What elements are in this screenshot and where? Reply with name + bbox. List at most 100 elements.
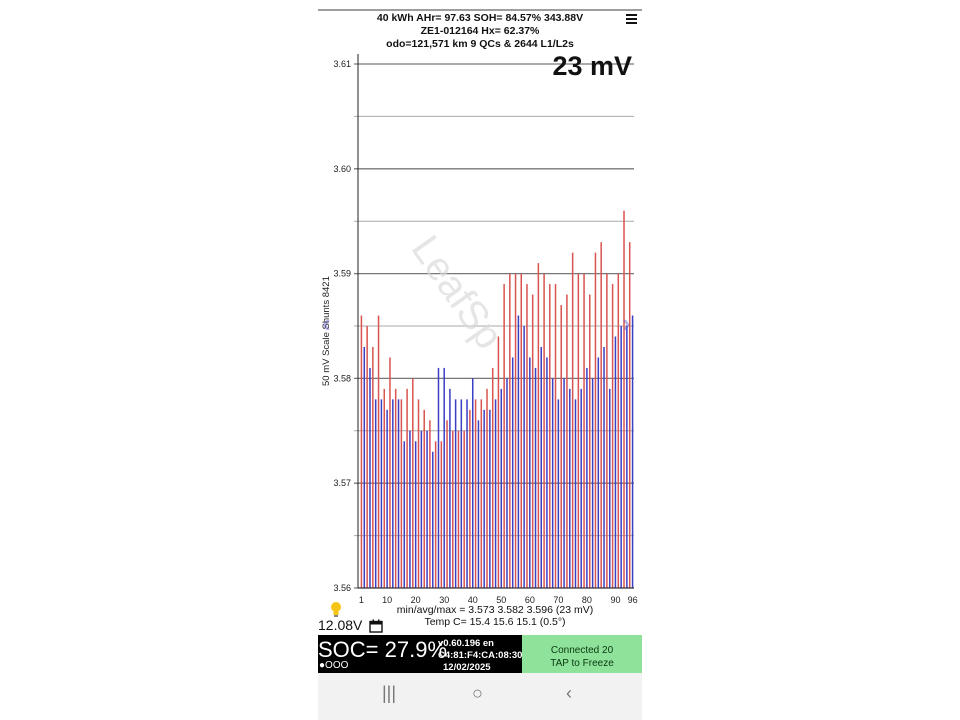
cell-bar-66: [546, 357, 548, 588]
cell-bar-87: [606, 273, 608, 588]
cell-bar-80: [586, 367, 588, 588]
cell-bar-58: [523, 326, 525, 588]
x-tick-label: 10: [382, 595, 392, 605]
cell-bar-54: [511, 357, 514, 588]
cell-bar-5: [372, 346, 374, 588]
cell-bar-3: [366, 326, 368, 588]
cell-bar-31: [446, 420, 448, 588]
cell-bar-7: [377, 315, 380, 588]
date-text: 12/02/2025: [443, 662, 491, 673]
x-tick-labels: 1 10 20 30 40 50 60 70 80 90 96: [359, 595, 638, 605]
x-tick-label: 30: [439, 595, 449, 605]
cell-bar-68: [551, 378, 554, 588]
cell-bar-42: [477, 420, 480, 588]
cell-bar-43: [480, 399, 483, 588]
cell-bar-89: [611, 284, 614, 588]
cell-bar-90: [614, 336, 617, 588]
soc-panel[interactable]: SOC= 27.9% ●OOO v0.60.196 en C4:81:F4:CA…: [318, 635, 522, 673]
cell-bar-41: [474, 399, 477, 588]
tap-to-freeze-hint: TAP to Freeze: [550, 658, 614, 669]
x-tick-label: 96: [628, 595, 638, 605]
x-tick-label: 70: [553, 595, 563, 605]
cell-bar-23: [423, 409, 425, 588]
calendar-icon[interactable]: [369, 619, 383, 633]
cell-bar-67: [549, 284, 551, 588]
cell-bar-84: [597, 357, 600, 588]
lightbulb-icon[interactable]: [330, 601, 342, 618]
cell-bar-11: [389, 357, 391, 588]
cell-bar-70: [557, 399, 560, 588]
cell-bar-57: [520, 273, 523, 588]
cell-bar-81: [589, 294, 591, 588]
back-icon[interactable]: ‹: [566, 683, 572, 703]
cell-bar-76: [574, 399, 577, 588]
cell-bar-9: [383, 388, 386, 588]
chevron-left-icon[interactable]: ‹: [322, 308, 331, 338]
cell-bar-20: [414, 441, 417, 588]
cell-bar-12: [392, 399, 394, 588]
recent-apps-icon[interactable]: |||: [382, 683, 397, 703]
cell-bar-59: [526, 284, 528, 588]
cell-bar-55: [514, 273, 517, 588]
cell-bar-56: [517, 315, 520, 588]
cell-voltage-chart[interactable]: LeafSp 3.61 3.60 3.59 3.58 3.57 3.56 1 10 20 30 4…: [318, 0, 642, 610]
cell-bar-46: [489, 409, 491, 588]
cell-bar-52: [506, 378, 508, 588]
home-icon[interactable]: ○: [472, 683, 483, 703]
cell-bar-92: [620, 326, 622, 588]
cell-bar-19: [412, 378, 414, 588]
cell-bar-18: [409, 430, 411, 588]
cell-bar-1: [360, 315, 363, 588]
cell-bar-50: [500, 388, 503, 588]
y-axis-label: 50 mV Scale Shunts 8421: [321, 276, 332, 386]
cell-bar-6: [374, 399, 377, 588]
cell-bar-22: [420, 430, 423, 588]
cell-bar-63: [537, 263, 540, 588]
cell-bar-15: [400, 399, 403, 588]
cell-bar-4: [369, 367, 371, 588]
cell-bar-38: [466, 399, 468, 588]
menu-icon[interactable]: [626, 14, 637, 25]
header-odometer: odo=121,571 km 9 QCs & 2644 L1/L2s: [386, 38, 574, 50]
cell-bar-47: [491, 367, 494, 588]
cell-bar-35: [457, 430, 460, 588]
temperature-text: Temp C= 15.4 15.6 15.1 (0.5°): [424, 616, 566, 628]
y-tick-label: 3.58: [333, 373, 351, 383]
cell-bar-34: [454, 399, 457, 588]
cell-bar-14: [397, 399, 400, 588]
cell-bar-33: [452, 430, 454, 588]
cell-bar-32: [449, 388, 451, 588]
cell-bar-61: [531, 294, 534, 588]
cell-bar-26: [432, 451, 434, 588]
cell-bar-74: [569, 388, 571, 588]
cell-bar-36: [460, 399, 463, 588]
chevron-right-icon[interactable]: ›: [622, 308, 631, 338]
x-tick-label: 1: [359, 595, 364, 605]
y-tick-label: 3.60: [333, 164, 351, 174]
cell-bar-72: [563, 378, 565, 588]
page-dots: ●OOO: [319, 660, 349, 671]
cell-bar-17: [406, 388, 408, 588]
cell-bar-82: [591, 378, 594, 588]
cell-bar-44: [483, 409, 485, 588]
cell-bar-48: [494, 399, 497, 588]
cell-bar-77: [577, 273, 580, 588]
cell-bar-83: [594, 252, 597, 588]
cell-bar-13: [394, 388, 397, 588]
cell-bar-71: [560, 305, 562, 588]
connect-freeze-button[interactable]: Connected 20 TAP to Freeze: [522, 635, 642, 673]
android-nav-bar: ||| ○ ‹: [318, 673, 642, 720]
cell-bar-96: [631, 315, 634, 588]
cell-bar-88: [608, 388, 611, 588]
header-vin-hx: ZE1-012164 Hx= 62.37%: [420, 25, 540, 37]
version-text: v0.60.196 en: [438, 638, 494, 649]
cell-bar-37: [463, 430, 465, 588]
cell-bar-2: [363, 346, 366, 588]
cell-bar-73: [566, 294, 568, 588]
y-tick-label: 3.59: [333, 269, 351, 279]
connection-status: Connected 20: [550, 645, 614, 656]
cell-bar-93: [623, 210, 625, 588]
y-tick-label: 3.56: [333, 583, 351, 593]
cell-bar-8: [380, 399, 383, 588]
cell-bar-75: [571, 252, 574, 588]
